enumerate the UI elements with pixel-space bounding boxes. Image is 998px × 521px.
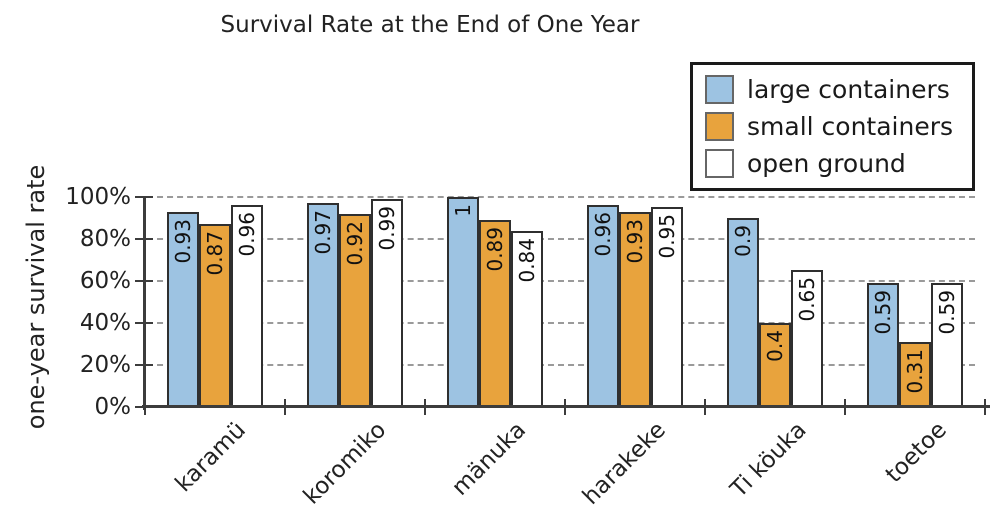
x-axis-tick [284,399,286,415]
bar-open-ground-Ti köuka: 0.65 [791,270,823,407]
bar-large-containers-harakeke: 0.96 [587,205,619,407]
x-axis-tick [144,399,146,415]
gridline-80% [147,238,975,240]
y-tick-label-0%: 0% [94,394,132,420]
x-category-label-harakeke: harakeke [578,417,672,511]
legend-swatch-icon [705,149,734,178]
bar-large-containers-toetoe: 0.59 [867,283,899,407]
bar-value-label: 1 [451,204,475,217]
bar-large-containers-Ti köuka: 0.9 [727,218,759,407]
bar-value-label: 0.93 [171,219,195,264]
x-category-label-karamü: karamü [171,417,252,498]
bar-large-containers-karamü: 0.93 [167,212,199,407]
legend-row: large containers [705,72,966,107]
gridline-20% [147,364,975,366]
bar-open-ground-karamü: 0.96 [231,205,263,407]
x-category-label-koromiko: koromiko [298,417,392,510]
x-axis-tick [564,399,566,415]
x-category-label-toetoe: toetoe [880,417,952,489]
bar-open-ground-mänuka: 0.84 [511,231,543,407]
legend-label: open ground [747,148,906,178]
bar-large-containers-mänuka: 1 [447,197,479,407]
bar-value-label: 0.59 [871,290,895,335]
bar-small-containers-Ti köuka: 0.4 [759,323,791,407]
bar-value-label: 0.96 [591,212,615,257]
chart-title: Survival Rate at the End of One Year [220,12,640,38]
y-axis-tick [135,280,153,282]
gridline-40% [147,322,975,324]
y-tick-label-80%: 80% [79,226,131,252]
legend-label: small containers [747,111,954,141]
y-tick-label-20%: 20% [79,352,131,378]
x-axis-tick [704,399,706,415]
bar-value-label: 0.96 [235,212,259,257]
bar-value-label: 0.93 [623,219,647,264]
x-axis-tick [984,399,986,415]
bar-value-label: 0.87 [203,231,227,276]
legend: large containers small containers open gro… [690,62,975,191]
y-axis-tick [135,238,153,240]
legend-row: open ground [705,146,966,181]
bar-value-label: 0.84 [515,238,539,283]
y-tick-label-40%: 40% [79,310,131,336]
bar-open-ground-harakeke: 0.95 [651,207,683,407]
bar-large-containers-koromiko: 0.97 [307,203,339,407]
bar-value-label: 0.65 [795,277,819,322]
y-axis-line [143,197,146,410]
bar-open-ground-koromiko: 0.99 [371,199,403,407]
legend-swatch-icon [705,112,734,141]
gridline-60% [147,280,975,282]
gridline-100% [147,196,975,198]
legend-row: small containers [705,109,966,144]
x-category-label-Ti köuka: Ti köuka [725,417,812,503]
bar-value-label: 0.31 [903,349,927,394]
x-axis-line [142,405,990,408]
bar-open-ground-toetoe: 0.59 [931,283,963,407]
bar-value-label: 0.92 [343,221,367,266]
plot-area: 0.93 0.97 1 0.96 0.9 0.59 0.87 0.92 0.89 0.93 0.4 0… [135,196,990,415]
x-axis-tick [424,399,426,415]
legend-swatch-icon [705,75,734,104]
bar-small-containers-harakeke: 0.93 [619,212,651,407]
bar-small-containers-mänuka: 0.89 [479,220,511,407]
y-axis-tick [135,196,153,198]
y-axis-tick [135,364,153,366]
x-axis-tick [844,399,846,415]
bar-value-label: 0.99 [375,206,399,251]
bar-value-label: 0.97 [311,210,335,255]
bar-value-label: 0.4 [763,330,787,362]
bar-value-label: 0.89 [483,227,507,272]
bar-small-containers-toetoe: 0.31 [899,342,931,407]
bar-value-label: 0.59 [935,290,959,335]
bar-small-containers-koromiko: 0.92 [339,214,371,407]
y-axis-tick [135,322,153,324]
y-tick-label-60%: 60% [79,268,131,294]
bar-small-containers-karamü: 0.87 [199,224,231,407]
bar-value-label: 0.9 [731,225,755,257]
x-category-label-mänuka: mänuka [447,417,532,501]
y-tick-label-100%: 100% [65,184,131,210]
legend-label: large containers [747,74,950,104]
bar-value-label: 0.95 [655,214,679,259]
